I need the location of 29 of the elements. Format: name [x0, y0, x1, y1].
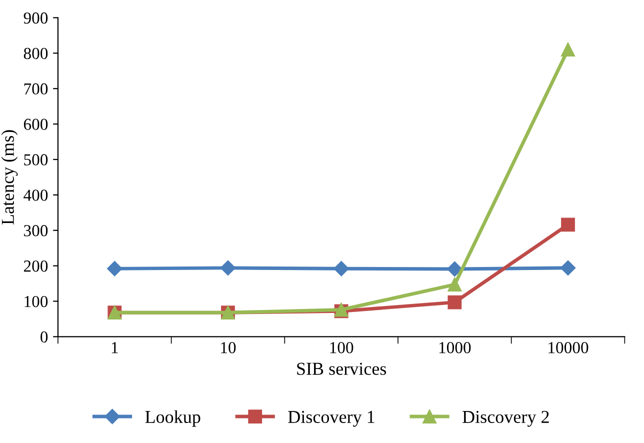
x-tick-label: 1 [112, 342, 118, 354]
legend-label: Lookup [145, 410, 200, 427]
x-tick-label: 10 [221, 342, 236, 354]
x-tick-label: 100 [330, 342, 354, 354]
x-tick-label: 10000 [548, 342, 588, 354]
point [561, 42, 575, 57]
point [447, 261, 462, 277]
point [560, 260, 576, 276]
y-tick-label: 300 [24, 225, 48, 236]
y-tick-label: 100 [24, 296, 48, 308]
y-axis-title: Latency (ms) [1, 130, 18, 225]
x-axis-title: SIB services [297, 362, 386, 375]
point [107, 261, 122, 276]
y-tick-label: 400 [24, 190, 48, 201]
y-tick-label: 200 [24, 260, 48, 272]
y-tick-label: 600 [24, 118, 48, 130]
point [448, 295, 462, 310]
y-tick-label: 900 [24, 12, 48, 24]
y-tick-label: 0 [40, 331, 48, 343]
y-tick-label: 500 [24, 154, 48, 166]
point [561, 218, 575, 232]
point [334, 261, 349, 276]
legend-label: Discovery 1 [288, 410, 374, 427]
x-tick-label: 1000 [439, 342, 471, 354]
y-tick-label: 800 [24, 48, 48, 60]
point [220, 260, 236, 276]
point [448, 278, 462, 292]
legend-label: Discovery 2 [462, 410, 549, 427]
y-tick-label: 700 [24, 83, 48, 95]
